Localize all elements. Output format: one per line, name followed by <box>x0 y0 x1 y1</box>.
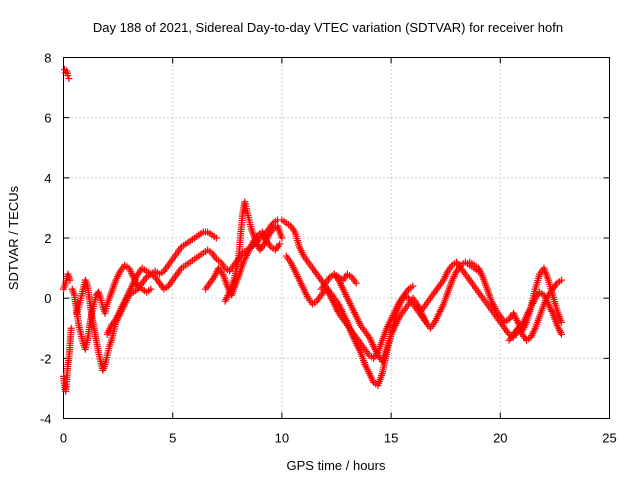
data-point <box>66 276 74 284</box>
series-sat_a <box>61 66 73 83</box>
data-point <box>147 285 155 293</box>
data-point <box>352 279 360 287</box>
series-sat_h <box>221 198 286 305</box>
data-point <box>557 276 565 284</box>
series-sat_d <box>68 261 155 353</box>
y-tick-label: 2 <box>44 231 51 246</box>
data-point <box>67 324 75 332</box>
data-point <box>212 234 220 242</box>
data-point <box>557 318 565 326</box>
x-tick-label: 25 <box>602 431 616 446</box>
y-tick-label: -2 <box>40 351 52 366</box>
y-tick-label: 8 <box>44 51 51 66</box>
series-sat_o <box>317 270 360 293</box>
data-point <box>65 75 73 83</box>
x-tick-label: 15 <box>384 431 398 446</box>
data-point <box>64 72 72 80</box>
y-tick-label: -4 <box>40 412 52 427</box>
series-sat_k <box>330 258 482 365</box>
series-sat_j <box>282 252 430 362</box>
x-tick-label: 5 <box>169 431 176 446</box>
x-axis-label: GPS time / hours <box>287 458 386 473</box>
data-point <box>278 234 286 242</box>
series-sat_c <box>60 270 74 293</box>
x-tick-label: 0 <box>60 431 67 446</box>
x-tick-label: 20 <box>493 431 507 446</box>
y-tick-label: 0 <box>44 291 51 306</box>
data-points <box>60 66 565 395</box>
y-tick-label: 6 <box>44 111 51 126</box>
data-point <box>276 240 284 248</box>
series-sat_b <box>60 324 75 395</box>
series-sat_f <box>103 216 282 338</box>
y-axis-label: SDTVAR / TECUs <box>6 185 21 290</box>
chart-title: Day 188 of 2021, Sidereal Day-to-day VTE… <box>93 20 563 35</box>
data-point <box>409 282 417 290</box>
data-point <box>557 330 565 338</box>
y-tick-labels: -4 -2 0 2 4 6 8 <box>40 51 52 427</box>
series-sat_n <box>505 276 565 344</box>
grid <box>63 57 610 419</box>
x-tick-label: 10 <box>275 431 289 446</box>
y-tick-label: 4 <box>44 171 51 186</box>
axis-ticks <box>63 57 610 419</box>
x-tick-labels: 0 5 10 15 20 25 <box>60 431 617 446</box>
